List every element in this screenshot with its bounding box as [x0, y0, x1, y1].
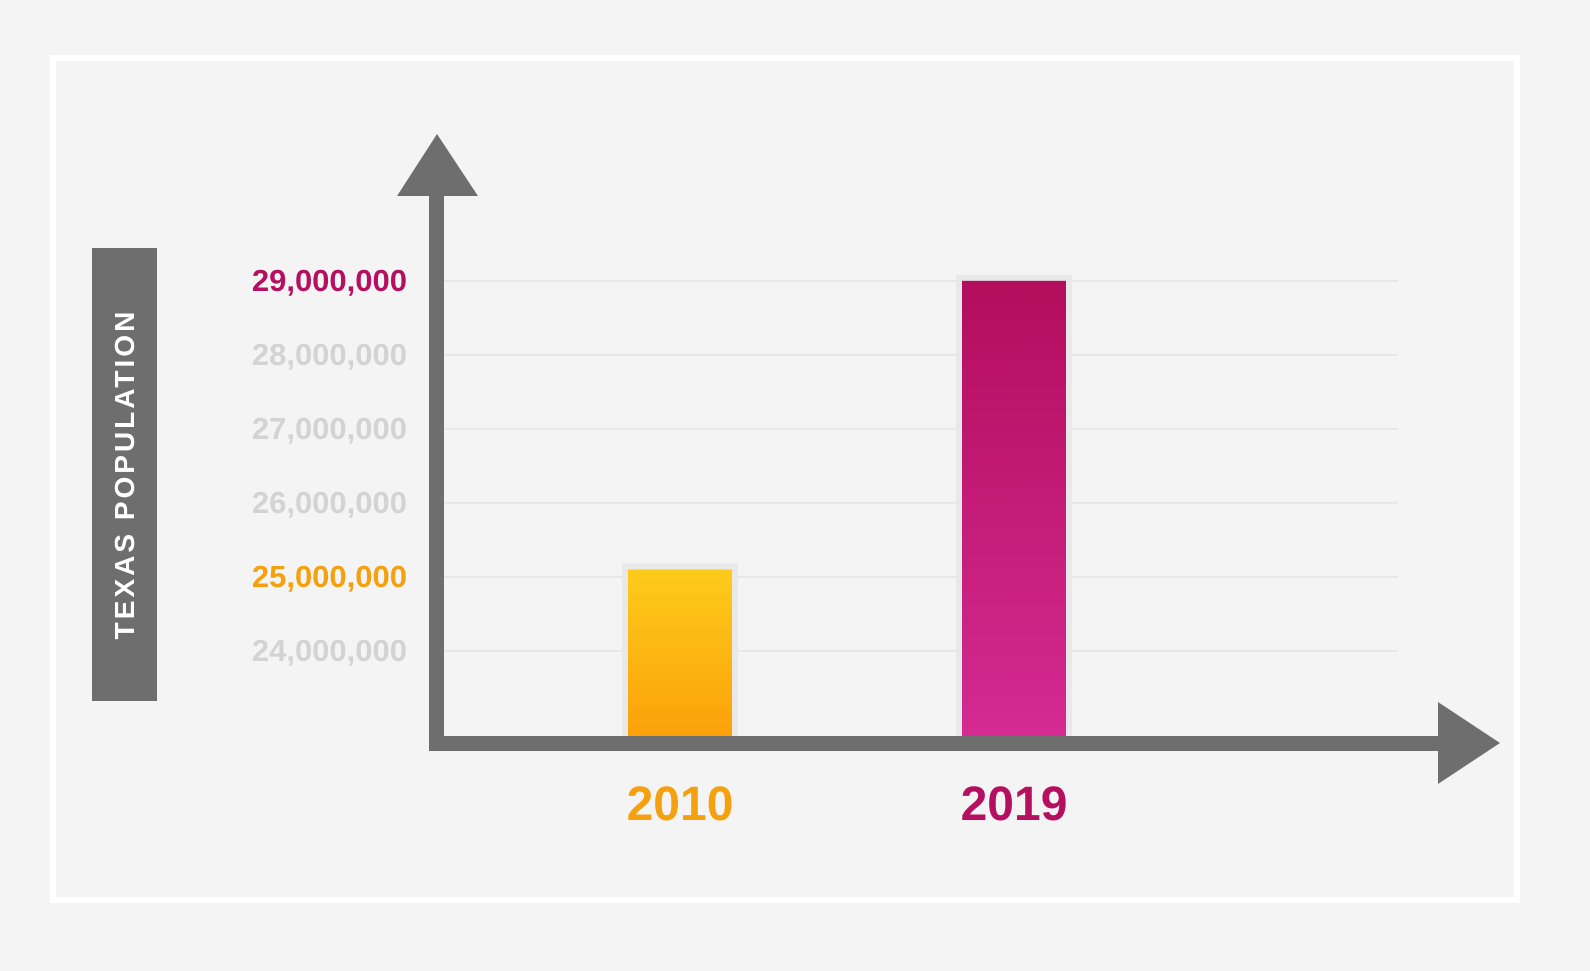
- y-tick-label: 26,000,000: [252, 485, 407, 520]
- y-axis-label-background: [92, 248, 157, 701]
- chart-frame: [50, 55, 1520, 903]
- gridlines: [444, 280, 1398, 652]
- bars: [622, 274, 1072, 736]
- x-tick-label: 2019: [961, 778, 1068, 831]
- y-tick-labels: 29,000,000 28,000,000 27,000,000 26,000,000…: [252, 263, 407, 668]
- axes: [397, 134, 1500, 784]
- y-axis-arrow-icon: [397, 134, 478, 196]
- y-axis-line: [429, 192, 444, 750]
- y-axis-label: TEXAS POPULATION: [109, 309, 140, 640]
- bar-2019: [962, 280, 1066, 736]
- y-tick-label: 24,000,000: [252, 633, 407, 668]
- y-tick-label: 25,000,000: [252, 559, 407, 594]
- y-tick-label: 29,000,000: [252, 263, 407, 298]
- x-tick-labels: 2010 2019: [627, 778, 1068, 831]
- y-axis-label-box: TEXAS POPULATION: [92, 248, 157, 701]
- y-tick-label: 27,000,000: [252, 411, 407, 446]
- x-tick-label: 2010: [627, 778, 734, 831]
- x-axis-arrow-icon: [1438, 702, 1500, 784]
- y-tick-label: 28,000,000: [252, 337, 407, 372]
- bar-2010: [628, 569, 732, 736]
- x-axis-line: [429, 736, 1439, 751]
